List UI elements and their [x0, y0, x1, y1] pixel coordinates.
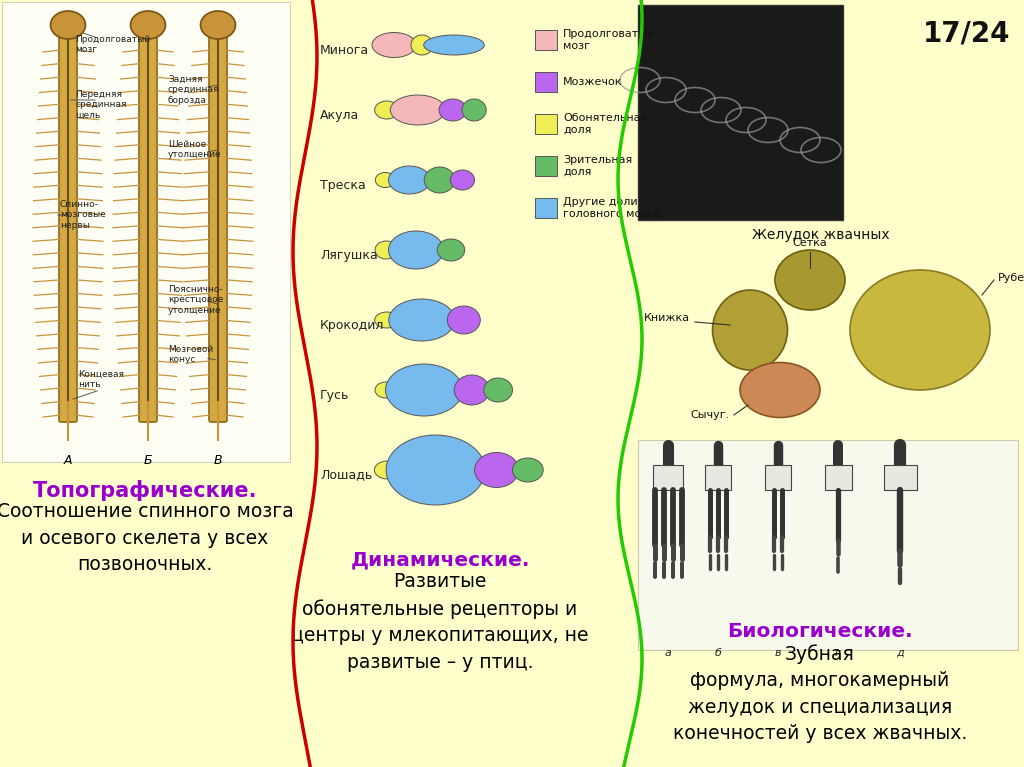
Ellipse shape — [474, 453, 518, 488]
Ellipse shape — [389, 299, 455, 341]
Ellipse shape — [424, 35, 484, 55]
Bar — [535, 156, 557, 176]
Text: Желудок жвачных: Желудок жвачных — [752, 228, 890, 242]
Ellipse shape — [512, 458, 543, 482]
Ellipse shape — [451, 170, 474, 190]
Text: д: д — [896, 648, 904, 658]
Text: Биологические.: Биологические. — [727, 622, 912, 641]
Text: Продолговатый
мозг: Продолговатый мозг — [75, 35, 151, 54]
Text: 17/24: 17/24 — [923, 20, 1010, 48]
Bar — [535, 114, 557, 134]
Bar — [706, 465, 731, 490]
Ellipse shape — [713, 290, 787, 370]
FancyBboxPatch shape — [209, 33, 227, 422]
Ellipse shape — [201, 11, 236, 39]
Text: Другие доли
головного мозга: Другие доли головного мозга — [563, 197, 660, 219]
Ellipse shape — [388, 166, 430, 194]
Ellipse shape — [411, 35, 433, 55]
Text: Развитые
обонятельные рецепторы и
центры у млекопитающих, не
развитые – у птиц.: Развитые обонятельные рецепторы и центры… — [291, 572, 589, 672]
Text: в: в — [775, 648, 781, 658]
Text: Треска: Треска — [319, 179, 366, 192]
Text: Лягушка: Лягушка — [319, 249, 378, 262]
Bar — [884, 465, 916, 490]
Bar — [765, 465, 791, 490]
Text: Зубная
формула, многокамерный
желудок и специализация
конечностей у всех жвачных: Зубная формула, многокамерный желудок и … — [673, 644, 967, 743]
FancyBboxPatch shape — [59, 33, 77, 422]
Ellipse shape — [388, 231, 443, 269]
Ellipse shape — [375, 312, 399, 328]
Ellipse shape — [424, 167, 455, 193]
Text: Мозговой
конус: Мозговой конус — [168, 345, 213, 364]
Text: Шейное
утолщение: Шейное утолщение — [168, 140, 221, 160]
Bar — [535, 30, 557, 50]
Text: Минога: Минога — [319, 44, 369, 57]
Bar — [535, 198, 557, 218]
Text: Акула: Акула — [319, 108, 359, 121]
Bar — [824, 465, 852, 490]
Ellipse shape — [50, 11, 85, 39]
Text: Передняя
срединная
щель: Передняя срединная щель — [75, 90, 127, 120]
Ellipse shape — [740, 363, 820, 417]
Ellipse shape — [775, 250, 845, 310]
Text: Динамические.: Динамические. — [350, 550, 529, 569]
Text: Спинно-
мозговые
нервы: Спинно- мозговые нервы — [60, 200, 105, 230]
Text: г: г — [835, 648, 841, 658]
Text: Продолговатый
мозг: Продолговатый мозг — [563, 29, 655, 51]
Ellipse shape — [130, 11, 166, 39]
FancyBboxPatch shape — [139, 33, 157, 422]
Ellipse shape — [390, 95, 445, 125]
Text: Соотношение спинного мозга
и осевого скелета у всех
позвоночных.: Соотношение спинного мозга и осевого ске… — [0, 502, 293, 574]
Ellipse shape — [375, 461, 400, 479]
Text: Крокодил: Крокодил — [319, 318, 384, 331]
Ellipse shape — [455, 375, 489, 405]
Ellipse shape — [439, 99, 467, 121]
Text: Зрительная
доля: Зрительная доля — [563, 155, 632, 177]
Ellipse shape — [375, 382, 397, 398]
Ellipse shape — [447, 306, 480, 334]
Ellipse shape — [850, 270, 990, 390]
Text: Книжка: Книжка — [644, 313, 690, 323]
Text: Обонятельная
доля: Обонятельная доля — [563, 114, 647, 135]
Bar — [653, 465, 683, 490]
Text: Б: Б — [143, 454, 153, 467]
Text: а: а — [665, 648, 672, 658]
Ellipse shape — [462, 99, 486, 121]
Text: Сетка: Сетка — [793, 238, 827, 248]
Text: Топографические.: Топографические. — [33, 480, 257, 501]
Ellipse shape — [385, 364, 463, 416]
Ellipse shape — [437, 239, 465, 261]
Ellipse shape — [372, 32, 416, 58]
Bar — [638, 5, 843, 220]
Text: А: А — [63, 454, 73, 467]
Text: Пояснично-
крестцовое
утолщение: Пояснично- крестцовое утолщение — [168, 285, 223, 314]
Text: Задняя
срединная
борозда: Задняя срединная борозда — [168, 75, 219, 105]
Bar — [535, 72, 557, 92]
Ellipse shape — [386, 435, 485, 505]
Text: Рубец: Рубец — [998, 273, 1024, 283]
Bar — [2, 2, 290, 462]
Text: Сычуг.: Сычуг. — [691, 410, 730, 420]
Bar — [638, 440, 1018, 650]
Text: Мозжечок: Мозжечок — [563, 77, 623, 87]
Text: Лошадь: Лошадь — [319, 469, 373, 482]
Ellipse shape — [375, 241, 397, 259]
Ellipse shape — [484, 378, 512, 402]
Text: Гусь: Гусь — [319, 389, 349, 401]
Ellipse shape — [376, 173, 395, 187]
Text: В: В — [214, 454, 222, 467]
Ellipse shape — [375, 101, 399, 119]
Text: б: б — [715, 648, 722, 658]
Text: Концевая
нить: Концевая нить — [78, 370, 124, 390]
